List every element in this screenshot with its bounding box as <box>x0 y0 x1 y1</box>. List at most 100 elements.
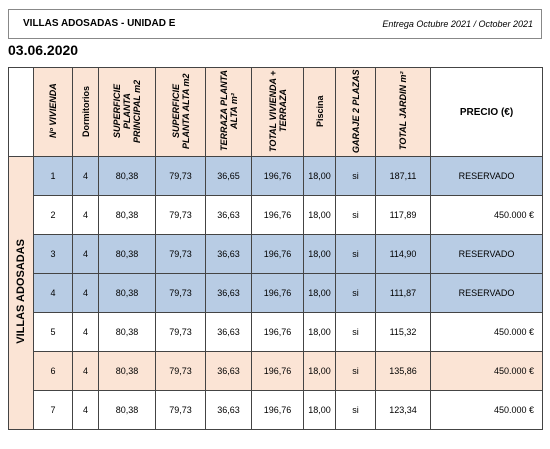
header-text: Piscina <box>314 95 325 127</box>
price-table: Nº VIVIENDA Dormitorios SUPERFICIE PLANTA … <box>8 67 543 430</box>
table-body: VILLAS ADOSADAS 1 4 80,38 79,73 36,65 196,76 18… <box>8 156 543 430</box>
header-text: TERRAZA PLANTA ALTA m² <box>218 70 239 152</box>
group-cell: VILLAS ADOSADAS <box>8 156 34 430</box>
cell: 18,00 <box>303 351 336 391</box>
cell: si <box>335 351 376 391</box>
cell: 18,00 <box>303 234 336 274</box>
header-box: VILLAS ADOSADAS - UNIDAD E Entrega Octub… <box>8 9 542 39</box>
cell: 79,73 <box>155 234 206 274</box>
table-row: 5 4 80,38 79,73 36,63 196,76 18,00 si 115,32 450.… <box>9 312 543 352</box>
cell: 3 <box>33 234 73 274</box>
cell: si <box>335 390 376 430</box>
price-cell: RESERVADO <box>430 156 543 196</box>
cell: 80,38 <box>98 195 156 235</box>
cell: 196,76 <box>251 156 304 196</box>
cell: 36,63 <box>205 195 252 235</box>
cell: 18,00 <box>303 390 336 430</box>
delivery: Entrega Octubre 2021 / October 2021 <box>382 19 533 29</box>
cell: 196,76 <box>251 234 304 274</box>
cell: 79,73 <box>155 156 206 196</box>
cell: 4 <box>72 156 99 196</box>
column-header: TOTAL VIVIENDA + TERRAZA <box>251 67 304 157</box>
header-text: SUPERFICIE PLANTA ALTA m2 <box>170 73 191 149</box>
cell: 36,63 <box>205 312 252 352</box>
cell: 79,73 <box>155 390 206 430</box>
cell: si <box>335 312 376 352</box>
cell: 18,00 <box>303 156 336 196</box>
header-text: TOTAL JARDIN m² <box>398 71 408 151</box>
cell: 196,76 <box>251 390 304 430</box>
cell: 115,32 <box>375 312 431 352</box>
group-label: VILLAS ADOSADAS <box>15 239 27 344</box>
cell: 80,38 <box>98 156 156 196</box>
header-text: TOTAL VIVIENDA + TERRAZA <box>267 70 288 152</box>
column-header: TOTAL JARDIN m² <box>375 67 431 157</box>
cell: 187,11 <box>375 156 431 196</box>
cell: 18,00 <box>303 273 336 313</box>
cell: 80,38 <box>98 390 156 430</box>
cell: 6 <box>33 351 73 391</box>
table-row: 6 4 80,38 79,73 36,63 196,76 18,00 si 135,86 450.… <box>9 351 543 391</box>
price-cell: 450.000 € <box>430 351 543 391</box>
price-cell: 450.000 € <box>430 390 543 430</box>
table-row: 3 4 80,38 79,73 36,63 196,76 18,00 si 114,90 RESE… <box>9 234 543 274</box>
cell: 36,63 <box>205 390 252 430</box>
cell: 196,76 <box>251 195 304 235</box>
cell: 4 <box>72 273 99 313</box>
table-row: 4 4 80,38 79,73 36,63 196,76 18,00 si 111,87 RESE… <box>9 273 543 313</box>
header-text: PRECIO (€) <box>459 106 514 118</box>
cell: 79,73 <box>155 273 206 313</box>
header-text: GARAJE 2 PLAZAS <box>350 69 361 153</box>
cell: 4 <box>72 195 99 235</box>
cell: 36,63 <box>205 273 252 313</box>
table-row: 2 4 80,38 79,73 36,63 196,76 18,00 si 117,89 450.… <box>9 195 543 235</box>
cell: 196,76 <box>251 351 304 391</box>
cell: 80,38 <box>98 273 156 313</box>
cell: 7 <box>33 390 73 430</box>
cell: 36,65 <box>205 156 252 196</box>
cell: 2 <box>33 195 73 235</box>
cell: 4 <box>72 234 99 274</box>
cell: 123,34 <box>375 390 431 430</box>
table-row: VILLAS ADOSADAS 1 4 80,38 79,73 36,65 196,76 18… <box>8 156 543 430</box>
header-text: Dormitorios <box>80 85 91 137</box>
cell: 5 <box>33 312 73 352</box>
cell: 36,63 <box>205 351 252 391</box>
cell: 80,38 <box>98 312 156 352</box>
price-cell: 450.000 € <box>430 195 543 235</box>
cell: 4 <box>72 312 99 352</box>
cell: 18,00 <box>303 312 336 352</box>
cell: si <box>335 195 376 235</box>
corner-cell <box>8 67 34 157</box>
cell: 80,38 <box>98 234 156 274</box>
column-header: PRECIO (€) <box>430 67 543 157</box>
cell: 1 <box>33 156 73 196</box>
cell: si <box>335 156 376 196</box>
cell: 18,00 <box>303 195 336 235</box>
cell: 114,90 <box>375 234 431 274</box>
header-text: Nº VIVIENDA <box>48 83 58 139</box>
cell: 36,63 <box>205 234 252 274</box>
cell: 117,89 <box>375 195 431 235</box>
price-cell: RESERVADO <box>430 273 543 313</box>
price-cell: 450.000 € <box>430 312 543 352</box>
cell: 79,73 <box>155 312 206 352</box>
cell: 111,87 <box>375 273 431 313</box>
cell: 196,76 <box>251 312 304 352</box>
cell: 79,73 <box>155 195 206 235</box>
cell: 80,38 <box>98 351 156 391</box>
column-header: SUPERFICIE PLANTA ALTA m2 <box>155 67 206 157</box>
date: 03.06.2020 <box>8 42 79 58</box>
column-header: Dormitorios <box>72 67 99 157</box>
table-row: 7 4 80,38 79,73 36,63 196,76 18,00 si 123,34 450.… <box>9 390 543 430</box>
cell: si <box>335 273 376 313</box>
column-header: SUPERFICIE PLANTA PRINCIPAL m2 <box>98 67 156 157</box>
price-cell: RESERVADO <box>430 234 543 274</box>
column-header: Piscina <box>303 67 336 157</box>
cell: 135,86 <box>375 351 431 391</box>
column-header: Nº VIVIENDA <box>33 67 73 157</box>
cell: 4 <box>33 273 73 313</box>
header-row: Nº VIVIENDA Dormitorios SUPERFICIE PLANTA … <box>8 67 543 157</box>
cell: 4 <box>72 390 99 430</box>
